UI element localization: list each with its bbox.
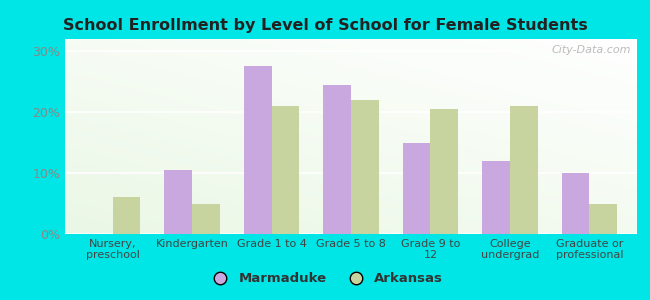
Bar	[482, 161, 510, 234]
Bar	[112, 197, 140, 234]
Bar	[510, 106, 538, 234]
Text: School Enrollment by Level of School for Female Students: School Enrollment by Level of School for…	[62, 18, 588, 33]
Bar	[590, 203, 617, 234]
Bar	[164, 170, 192, 234]
Bar	[244, 66, 272, 234]
Bar	[192, 203, 220, 234]
Bar	[272, 106, 300, 234]
Text: City-Data.com: City-Data.com	[552, 45, 631, 55]
Bar	[562, 173, 590, 234]
Bar	[323, 85, 351, 234]
Bar	[351, 100, 379, 234]
Bar	[402, 142, 430, 234]
Bar	[430, 109, 458, 234]
Legend: Marmaduke, Arkansas: Marmaduke, Arkansas	[202, 267, 448, 290]
